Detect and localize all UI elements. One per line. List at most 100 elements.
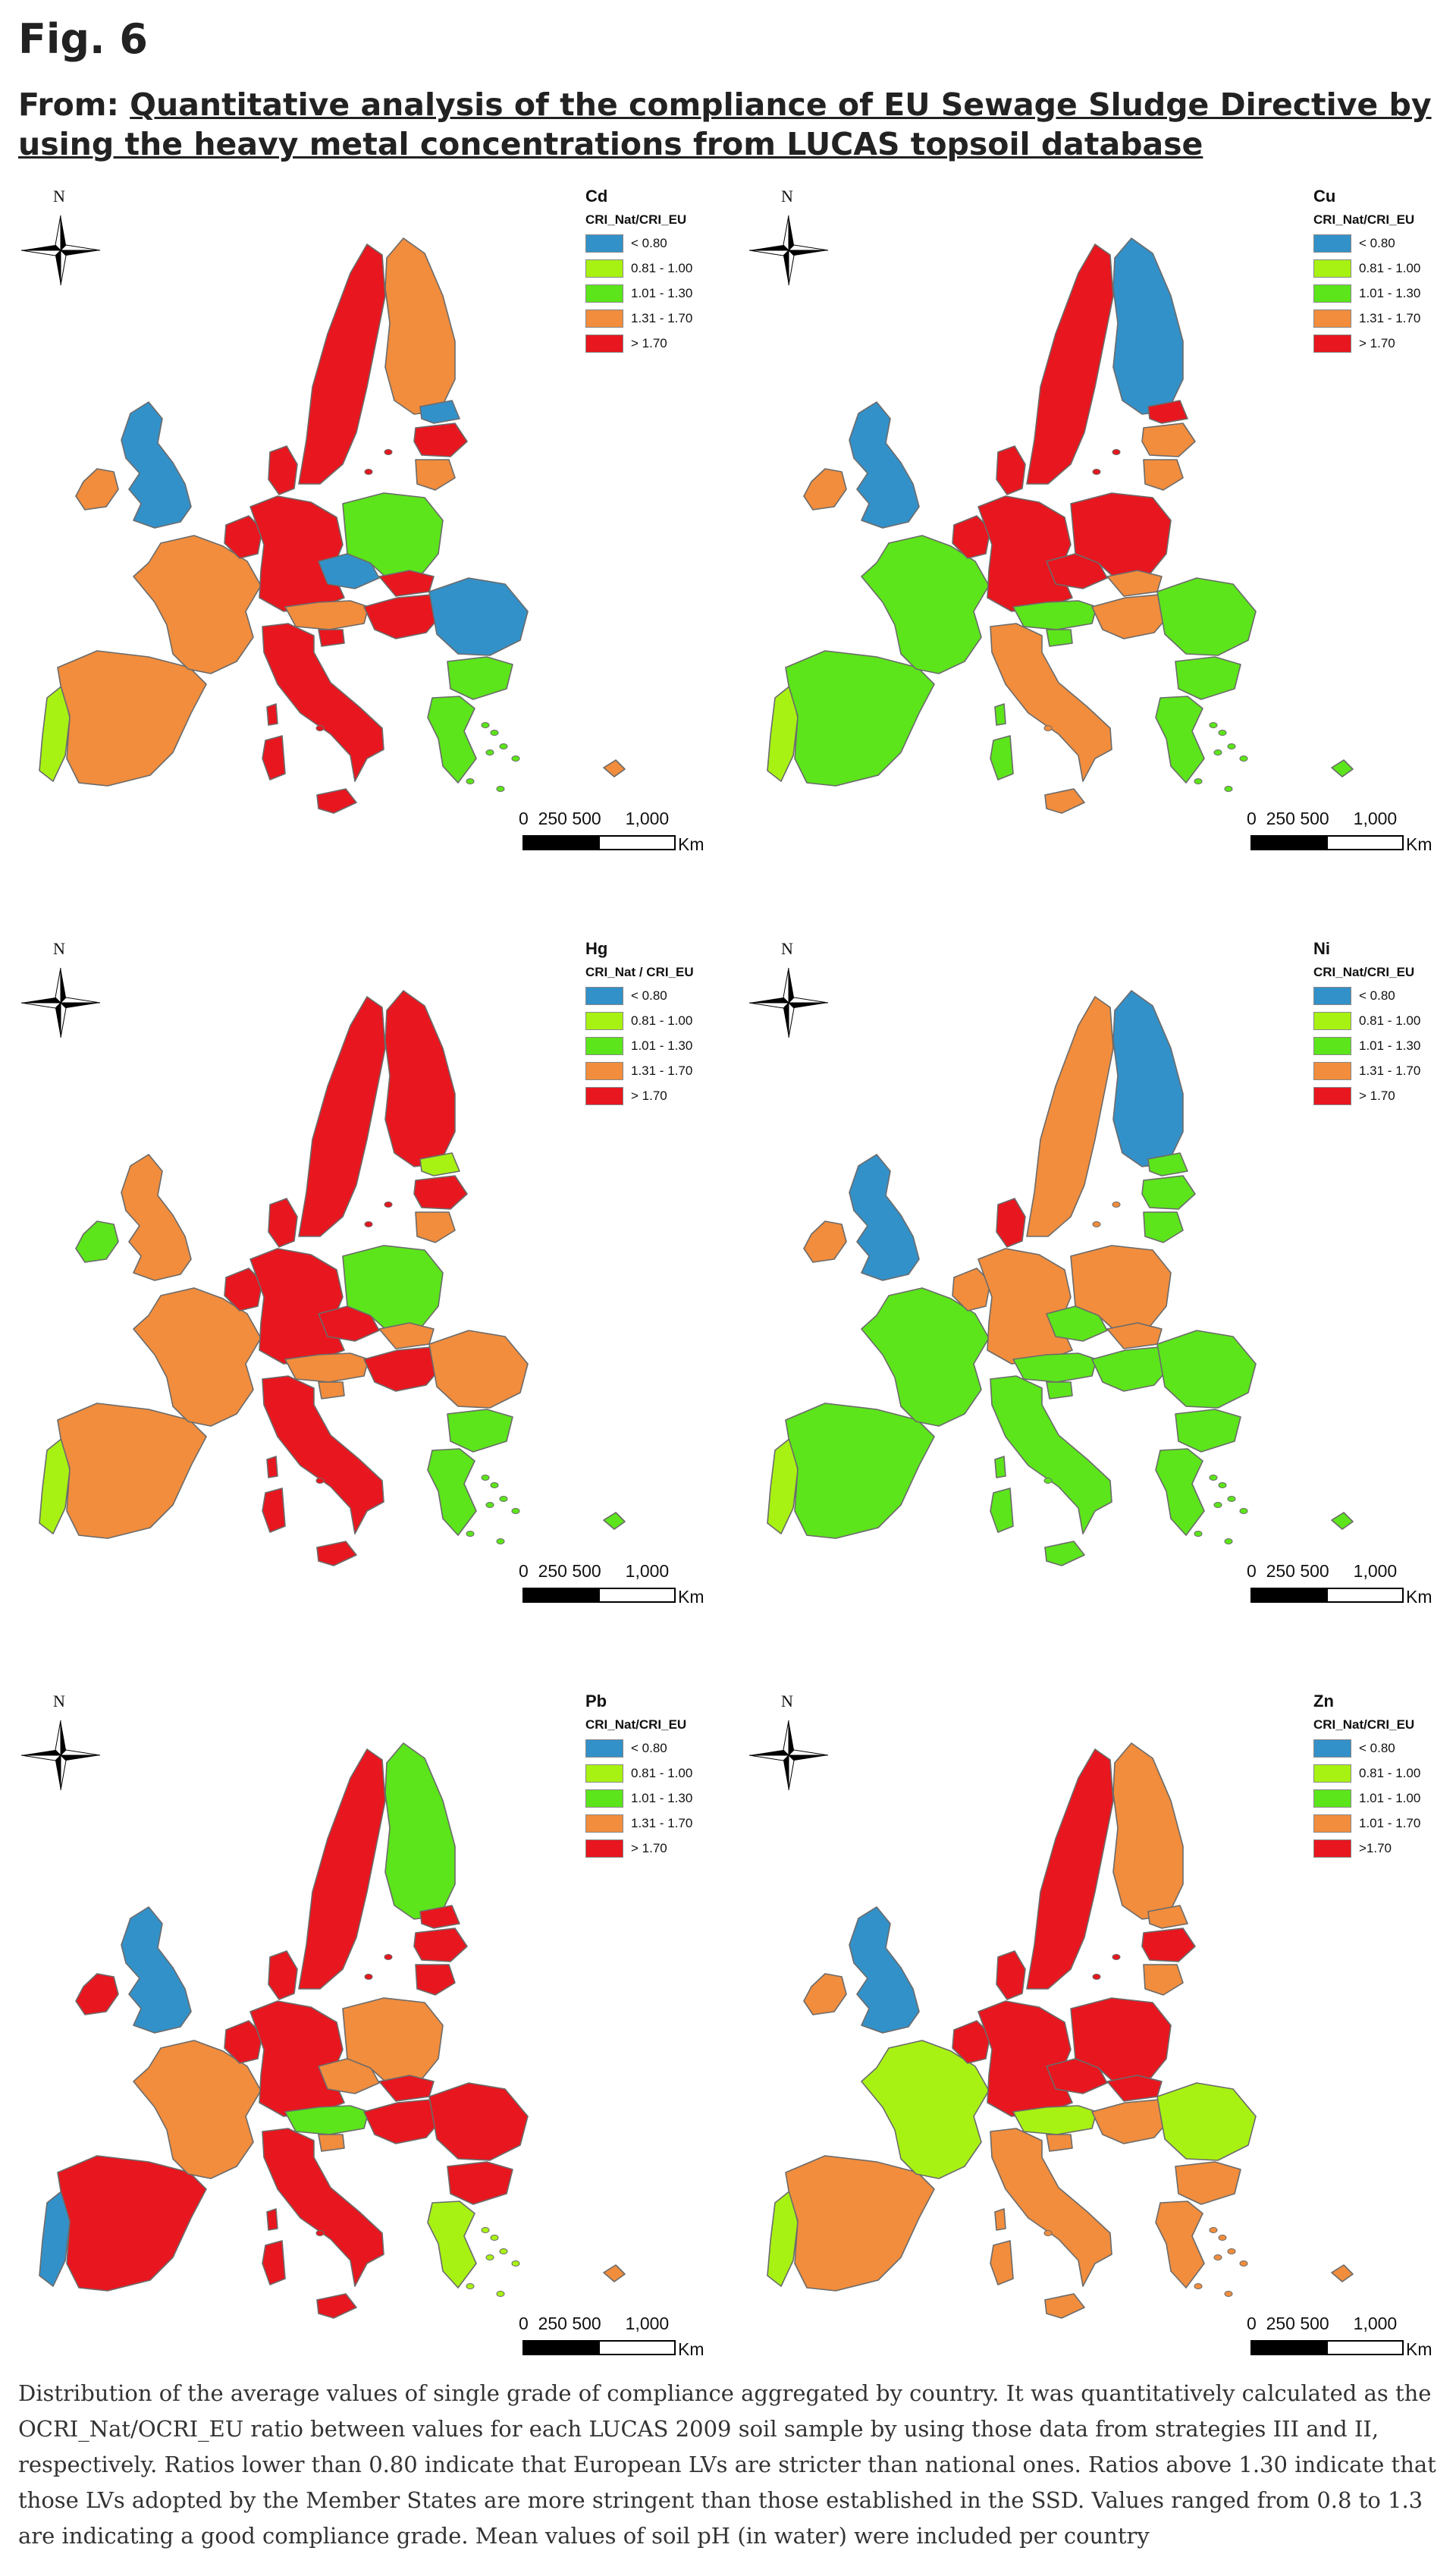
legend-item: 1.31 - 1.70 [585,1061,692,1081]
legend-item: > 1.70 [585,1839,667,1858]
legend-item: 0.81 - 1.00 [1313,259,1420,278]
region-ireland [75,468,119,510]
region-estonia [419,1152,460,1176]
region-greece [1155,1448,1205,1536]
region-poland [1070,492,1172,579]
metal-label: Pb [585,1692,607,1711]
legend-swatch [1313,1739,1351,1758]
region-germany [249,495,345,612]
region-slovakia [1106,2075,1163,2102]
europe-map-cu [748,215,1404,850]
from-prefix: From: [18,86,119,123]
region-sweden [298,1748,386,1990]
region-sicily [316,788,357,814]
region-sardinia [262,735,286,781]
region-latvia [1141,1175,1196,1210]
region-greece [427,2201,477,2289]
region-italy [262,2128,384,2287]
island-sweden [364,1974,373,1980]
legend-label: > 1.70 [1359,336,1395,350]
legend-swatch [1313,1764,1351,1783]
region-italy [262,623,384,782]
region-slovakia [378,570,435,597]
island-italy [1043,1478,1053,1484]
north-arrow-icon [748,215,829,286]
legend-item: 1.01 - 1.30 [1313,1036,1420,1056]
island-sweden [384,1954,393,1960]
region-bulgaria [447,1409,513,1453]
region-poland [342,1997,444,2084]
legend-swatch [1313,1087,1351,1105]
island-greece [481,2227,490,2233]
island-greece [1194,778,1203,784]
region-benelux [224,515,263,559]
legend-title: CRI_Nat / CRI_EU [585,965,694,979]
legend-swatch [1313,1037,1351,1055]
figure-source: From: Quantitative analysis of the compl… [18,85,1444,164]
region-italy [990,1375,1112,1535]
region-sweden [1026,1748,1114,1990]
country-layer [767,990,1354,1566]
region-cyprus [603,1512,626,1530]
island-greece [485,2254,494,2260]
legend-item: < 0.80 [585,234,667,253]
region-germany [977,2000,1073,2117]
island-sweden [364,1221,373,1227]
legend-item: 0.81 - 1.00 [1313,1011,1420,1031]
island-sweden [1092,469,1101,475]
island-sweden [1112,1954,1121,1960]
region-poland [1070,1997,1172,2084]
region-spain [785,650,935,787]
legend-item: >1.70 [1313,1839,1392,1858]
region-bulgaria [447,656,513,700]
legend-label: < 0.80 [631,988,667,1003]
legend-item: 1.01 - 1.30 [1313,284,1420,303]
legend-label: 0.81 - 1.00 [1359,261,1421,275]
region-germany [977,495,1073,612]
scale-bar-unit: Km [1406,1587,1432,1607]
region-romania [1156,1330,1257,1409]
region-slovenia [1046,2134,1073,2152]
legend-label: 0.81 - 1.00 [1359,1766,1421,1780]
legend-item: 1.01 - 1.30 [585,284,692,303]
legend-label: 0.81 - 1.00 [631,1013,693,1028]
article-title-link[interactable]: Quantitative analysis of the compliance … [18,86,1432,162]
island-sweden [1112,449,1121,455]
island-italy [315,1478,325,1484]
north-arrow-icon [20,967,101,1038]
europe-map-zn [748,1720,1404,2355]
legend-title: CRI_Nat/CRI_EU [1313,212,1415,227]
region-uk [849,401,920,529]
legend-item: > 1.70 [1313,1086,1395,1106]
region-sweden [298,243,386,485]
legend-swatch [1313,987,1351,1005]
legend-item: 1.31 - 1.70 [585,309,692,328]
region-romania [428,2082,529,2161]
region-germany [977,1248,1073,1365]
figure-label: Fig. 6 [18,15,148,63]
legend-label: < 0.80 [1359,988,1395,1003]
region-finland [384,1742,456,1920]
island-sweden [384,1202,393,1208]
legend-item: 1.01 - 1.00 [1313,1789,1420,1808]
island-greece [1218,2235,1227,2241]
legend-label: 1.01 - 1.30 [1359,286,1421,300]
region-slovenia [1046,1381,1073,1400]
region-sweden [1026,243,1114,485]
island-greece [490,1482,499,1488]
legend-item: < 0.80 [1313,1739,1395,1758]
legend-label: < 0.80 [631,1741,667,1755]
region-greece [427,1448,477,1536]
legend-swatch [585,987,623,1005]
legend-label: > 1.70 [631,336,667,350]
region-italy [990,623,1112,782]
island-greece [490,2235,499,2241]
region-sicily [316,2293,357,2319]
region-latvia [413,423,468,457]
island-greece [499,1496,508,1502]
legend-label: > 1.70 [631,1841,667,1855]
region-denmark [996,445,1026,495]
legend-label: < 0.80 [1359,1741,1395,1755]
island-greece [1209,722,1218,728]
scale-bar-unit: Km [678,834,704,854]
